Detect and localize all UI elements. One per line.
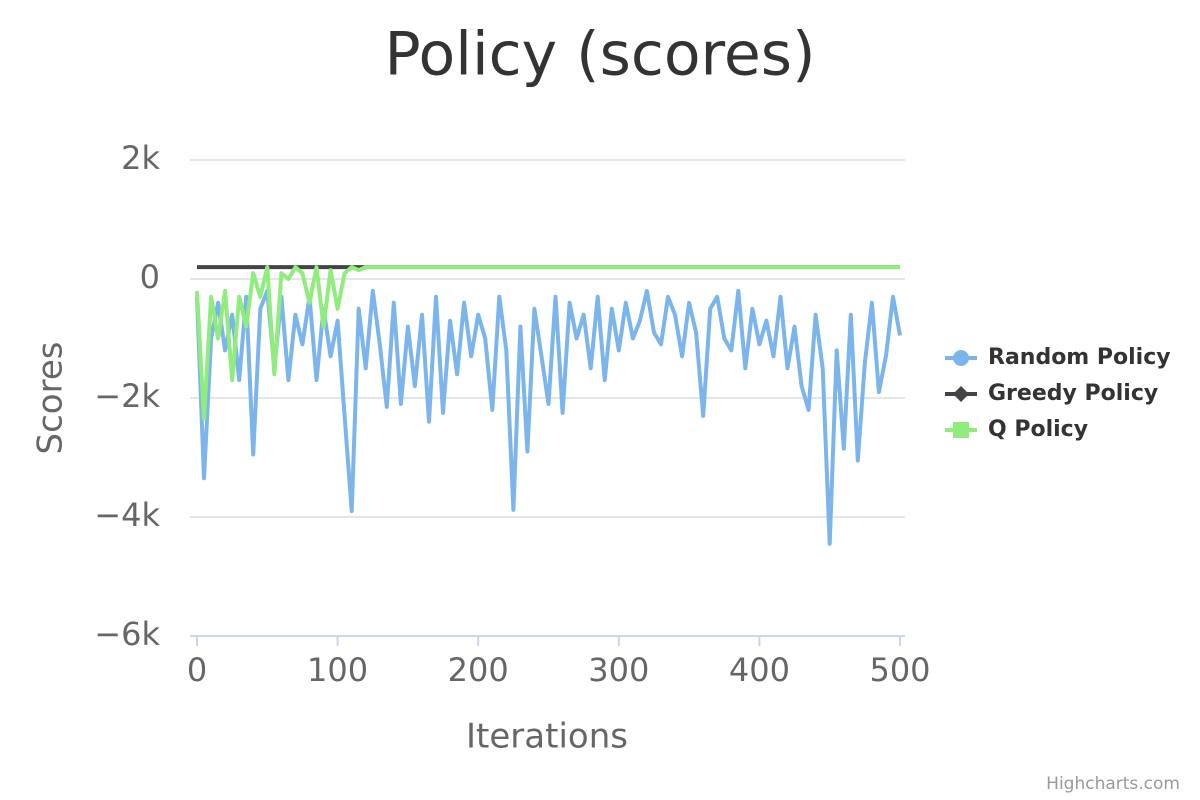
legend-label[interactable]: Greedy Policy — [988, 381, 1158, 406]
x-tick-label: 0 — [187, 651, 207, 689]
y-tick-label: 0 — [140, 258, 160, 296]
series-line — [195, 288, 902, 546]
y-tick-label: 2k — [121, 139, 160, 177]
x-axis-title: Iterations — [466, 717, 628, 757]
y-tick-label: −6k — [94, 615, 160, 653]
x-tick-label: 200 — [448, 651, 509, 689]
series-line — [195, 265, 900, 421]
credits[interactable]: Highcharts.com — [1046, 774, 1180, 794]
y-axis-title: Scores — [31, 342, 71, 455]
x-tick-label: 300 — [588, 651, 649, 689]
legend-label[interactable]: Q Policy — [988, 417, 1088, 442]
legend-marker — [953, 422, 969, 438]
x-tick-label: 500 — [869, 651, 930, 689]
chart-title: Policy (scores) — [385, 20, 816, 90]
y-tick-label: −2k — [94, 377, 160, 415]
x-tick-label: 100 — [307, 651, 368, 689]
legend-label[interactable]: Random Policy — [988, 345, 1171, 370]
y-tick-label: −4k — [94, 496, 160, 534]
legend-marker — [953, 386, 969, 402]
legend-marker — [953, 350, 969, 366]
x-tick-label: 400 — [729, 651, 790, 689]
